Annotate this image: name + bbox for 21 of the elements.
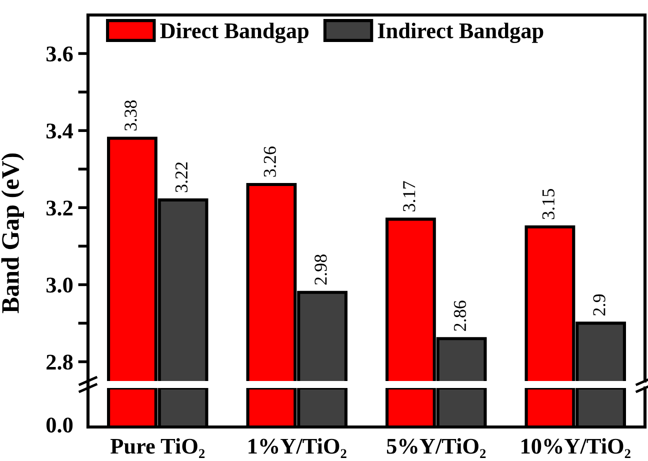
text: 0.0 bbox=[46, 418, 73, 433]
data-label: 3.26 bbox=[264, 146, 276, 177]
data-label: 3.22 bbox=[175, 162, 188, 192]
data-label: 2.86 bbox=[454, 300, 466, 331]
data-label: 2.98 bbox=[314, 254, 327, 285]
x-tick-label: 1%Y/TiO₂ bbox=[248, 438, 346, 458]
y-tick-label: 3.2 bbox=[46, 200, 72, 216]
y-tick-label: 3.4 bbox=[46, 124, 74, 139]
legend-label: Indirect Bandgap bbox=[378, 22, 544, 44]
y-axis-title: Band Gap (eV) bbox=[1, 154, 24, 314]
x-tick-label: 5%Y/TiO₂ bbox=[386, 438, 486, 458]
data-label: 3.17 bbox=[403, 181, 416, 212]
x-tick-label: 10%Y/TiO₂ bbox=[522, 438, 630, 458]
legend-label: Direct Bandgap bbox=[160, 22, 308, 44]
y-tick-label: 3.0 bbox=[46, 278, 73, 293]
y-tick-label: 3.6 bbox=[46, 46, 73, 62]
x-tick-label: Pure TiO₂ bbox=[110, 438, 205, 458]
data-label: 2.9 bbox=[593, 294, 606, 316]
y-tick-label: 2.8 bbox=[46, 354, 73, 370]
data-label: 3.38 bbox=[124, 100, 137, 130]
data-label: 3.15 bbox=[542, 189, 555, 220]
